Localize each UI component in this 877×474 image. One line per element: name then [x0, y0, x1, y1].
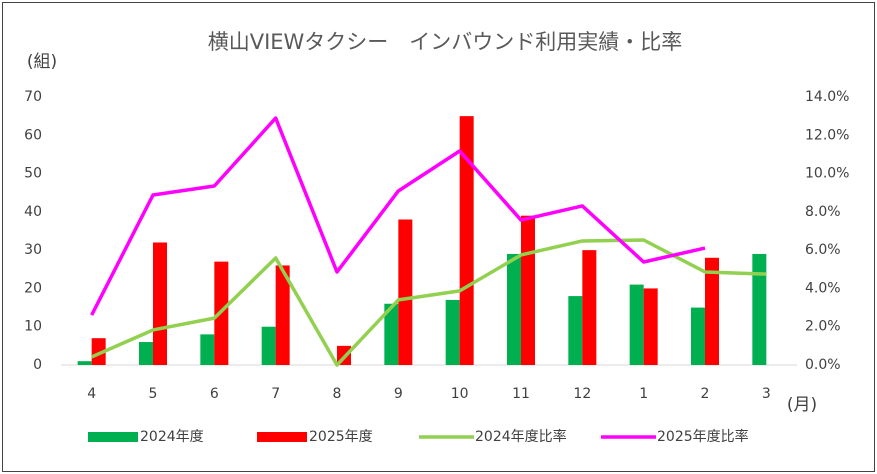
bar	[521, 215, 535, 365]
bar	[91, 338, 106, 365]
legend-swatch	[88, 432, 138, 442]
x-tick-label: 11	[512, 386, 530, 402]
y2-tick-label: 8.0%	[805, 204, 841, 220]
bar	[261, 326, 276, 365]
x-tick-label: 1	[639, 386, 648, 402]
legend-label: 2025年度	[309, 429, 373, 445]
x-tick-label: 5	[149, 386, 158, 402]
line	[90, 116, 706, 316]
y-tick-label: 40	[24, 204, 42, 220]
chart-title: 横山VIEWタクシー インバウンド利用実績・比率	[208, 30, 683, 54]
legend-swatch	[257, 432, 307, 442]
y-axis-label: (組)	[27, 52, 57, 72]
bar	[275, 265, 290, 365]
y2-tick-label: 14.0%	[805, 89, 849, 105]
bar	[568, 296, 583, 365]
bar	[582, 250, 597, 365]
y2-tick-label: 0.0%	[805, 357, 841, 373]
legend-label: 2025年度比率	[657, 428, 749, 445]
y-tick-label: 10	[24, 319, 42, 335]
y-tick-label: 50	[24, 166, 42, 182]
y-tick-label: 70	[24, 89, 42, 105]
x-tick-label: 3	[762, 386, 771, 402]
bar	[384, 303, 399, 365]
x-tick-label: 4	[87, 386, 96, 402]
y2-tick-label: 6.0%	[805, 242, 841, 258]
x-tick-label: 12	[573, 386, 591, 402]
y-tick-label: 20	[24, 280, 42, 296]
bar	[691, 307, 705, 365]
x-tick-label: 2	[701, 386, 710, 402]
bar	[643, 288, 658, 365]
bar	[459, 116, 474, 366]
bar	[507, 253, 521, 365]
x-tick-label: 6	[210, 386, 219, 402]
y-tick-label: 60	[24, 127, 42, 143]
bar	[153, 242, 167, 365]
bar	[445, 299, 460, 365]
y2-tick-label: 2.0%	[805, 319, 841, 335]
y-tick-label: 30	[24, 242, 42, 258]
bar	[705, 257, 719, 365]
bar	[752, 253, 767, 365]
legend-label: 2024年度比率	[475, 428, 567, 445]
x-axis-label: (月)	[787, 395, 817, 415]
bar	[398, 219, 413, 365]
y2-tick-label: 4.0%	[805, 280, 841, 296]
x-tick-label: 7	[271, 386, 280, 402]
bar	[200, 334, 215, 365]
bar	[77, 361, 92, 365]
y2-tick-label: 10.0%	[805, 166, 849, 182]
x-tick-label: 9	[394, 386, 403, 402]
x-tick-label: 8	[333, 386, 342, 402]
y-tick-label: 0	[33, 357, 42, 373]
legend-label: 2024年度	[140, 429, 204, 445]
bar	[139, 342, 153, 365]
y2-tick-label: 12.0%	[805, 127, 849, 143]
bar	[629, 284, 644, 365]
x-tick-label: 10	[451, 386, 469, 402]
line	[90, 238, 767, 367]
